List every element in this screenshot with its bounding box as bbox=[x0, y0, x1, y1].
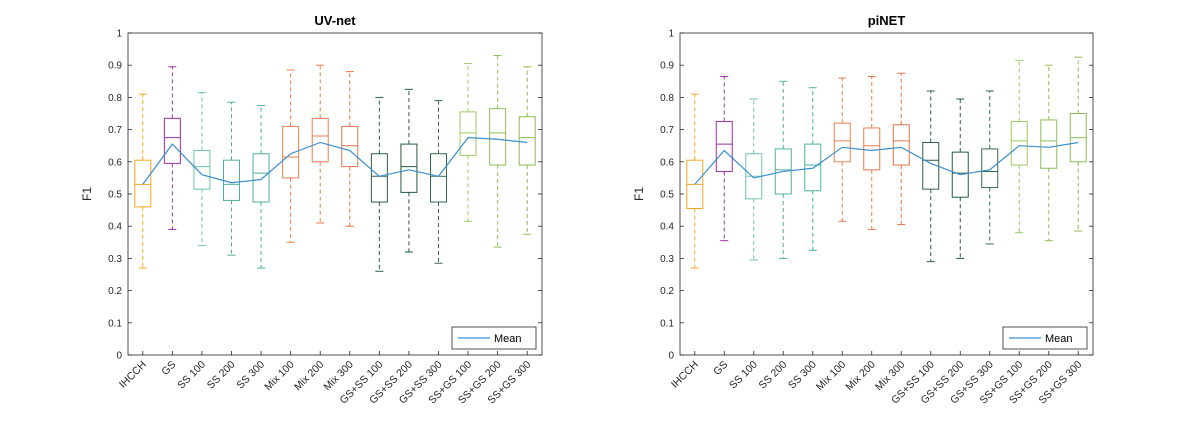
iqr-box bbox=[252, 153, 270, 203]
box-13 bbox=[1040, 64, 1058, 242]
iqr-box bbox=[951, 151, 969, 198]
x-tick-label: IHCCH bbox=[117, 359, 149, 391]
box-7 bbox=[863, 75, 881, 230]
iqr-box bbox=[863, 127, 881, 171]
iqr-box bbox=[715, 121, 733, 172]
legend: Mean bbox=[1002, 326, 1088, 350]
axes-frame bbox=[679, 32, 1094, 356]
legend: Mean bbox=[451, 326, 537, 350]
x-tick-label: GS bbox=[159, 359, 178, 378]
y-axis-label: F1 bbox=[632, 187, 646, 201]
y-tick-label: 0 bbox=[116, 351, 122, 362]
y-tick-label: 0.9 bbox=[108, 61, 122, 72]
y-tick-label: 0.5 bbox=[108, 190, 122, 201]
iqr-box bbox=[833, 122, 851, 163]
x-tick-label: GS bbox=[711, 359, 730, 378]
iqr-box bbox=[341, 125, 359, 168]
iqr-box bbox=[489, 108, 507, 166]
y-tick-label: 1 bbox=[668, 29, 674, 40]
iqr-box bbox=[459, 111, 477, 156]
y-tick-label: 0.1 bbox=[660, 318, 674, 329]
iqr-box bbox=[282, 125, 300, 179]
box-10 bbox=[400, 88, 418, 253]
box-5 bbox=[252, 104, 270, 269]
chart-panel-1: UV-net F1 0 0.1 0.2 0.3 0.4 0.5 0.6 0.7 0.8 0.9 1 IHC… bbox=[80, 13, 543, 407]
iqr-box bbox=[804, 143, 822, 192]
legend-box bbox=[451, 326, 537, 350]
chart-panel-2: piNET F1 0 0.1 0.2 0.3 0.4 0.5 0.6 0.7 0.8 0.9 1 IHCC… bbox=[632, 13, 1094, 407]
iqr-box bbox=[193, 150, 211, 190]
x-tick-label: IHCCH bbox=[669, 359, 701, 391]
x-tick-label: SS 100 bbox=[727, 359, 760, 392]
iqr-box bbox=[518, 116, 536, 166]
box-2 bbox=[715, 75, 733, 242]
x-tick-label: Mix 100 bbox=[814, 359, 849, 394]
y-tick-label: 0.1 bbox=[108, 318, 122, 329]
iqr-box bbox=[1010, 121, 1028, 166]
legend-label: Mean bbox=[494, 333, 522, 345]
chart-title: UV-net bbox=[314, 13, 356, 28]
iqr-box bbox=[163, 117, 181, 164]
y-tick-label: 0.4 bbox=[108, 222, 122, 233]
x-tick-label: SS 100 bbox=[175, 359, 208, 392]
y-tick-label: 0.2 bbox=[660, 286, 674, 297]
iqr-box bbox=[400, 143, 418, 193]
x-tick-label: SS 300 bbox=[786, 359, 819, 392]
box-13 bbox=[489, 55, 507, 248]
y-tick-label: 0.6 bbox=[108, 157, 122, 168]
iqr-box bbox=[892, 124, 910, 166]
box-5 bbox=[804, 87, 822, 251]
box-3 bbox=[193, 92, 211, 247]
y-tick-label: 0.2 bbox=[108, 286, 122, 297]
box-8 bbox=[892, 72, 910, 226]
y-tick-label: 1 bbox=[116, 29, 122, 40]
x-tick-label: Mix 100 bbox=[262, 359, 297, 394]
box-11 bbox=[981, 90, 999, 245]
y-axis-label: F1 bbox=[80, 187, 94, 201]
y-tick-label: 0.9 bbox=[660, 61, 674, 72]
box-14 bbox=[518, 66, 536, 235]
box-6 bbox=[282, 69, 300, 243]
chart-title: piNET bbox=[868, 13, 906, 28]
legend-label: Mean bbox=[1045, 333, 1073, 345]
y-tick-label: 0.4 bbox=[660, 222, 674, 233]
iqr-box bbox=[981, 148, 999, 189]
y-tick-label: 0.7 bbox=[108, 125, 122, 136]
box-7 bbox=[311, 64, 329, 224]
x-tick-label: SS 300 bbox=[234, 359, 267, 392]
y-tick-label: 0.3 bbox=[660, 254, 674, 265]
axes-frame bbox=[127, 32, 543, 356]
legend-box bbox=[1002, 326, 1088, 350]
y-tick-label: 0.5 bbox=[660, 190, 674, 201]
box-4 bbox=[774, 80, 792, 259]
iqr-box bbox=[311, 117, 329, 163]
box-12 bbox=[1010, 59, 1028, 234]
y-tick-label: 0.7 bbox=[660, 125, 674, 136]
box-6 bbox=[833, 77, 851, 222]
y-tick-label: 0.8 bbox=[660, 93, 674, 104]
iqr-box bbox=[430, 153, 447, 203]
box-14 bbox=[1069, 56, 1087, 232]
mean-line bbox=[694, 141, 1079, 185]
y-tick-label: 0.6 bbox=[660, 157, 674, 168]
iqr-box bbox=[370, 153, 388, 203]
x-tick-label: SS 200 bbox=[757, 359, 790, 392]
y-tick-label: 0.3 bbox=[108, 254, 122, 265]
box-2 bbox=[163, 66, 181, 230]
box-12 bbox=[459, 63, 477, 222]
box-11 bbox=[430, 100, 447, 264]
iqr-box bbox=[774, 148, 792, 195]
iqr-box bbox=[1040, 119, 1058, 169]
box-8 bbox=[341, 71, 359, 227]
x-tick-label: SS 200 bbox=[205, 359, 238, 392]
x-tick-label: Mix 200 bbox=[843, 359, 878, 394]
iqr-box bbox=[134, 159, 152, 208]
y-tick-label: 0.8 bbox=[108, 93, 122, 104]
mean-line bbox=[142, 137, 528, 185]
y-tick-label: 0 bbox=[668, 351, 674, 362]
x-tick-label: Mix 200 bbox=[292, 359, 327, 394]
